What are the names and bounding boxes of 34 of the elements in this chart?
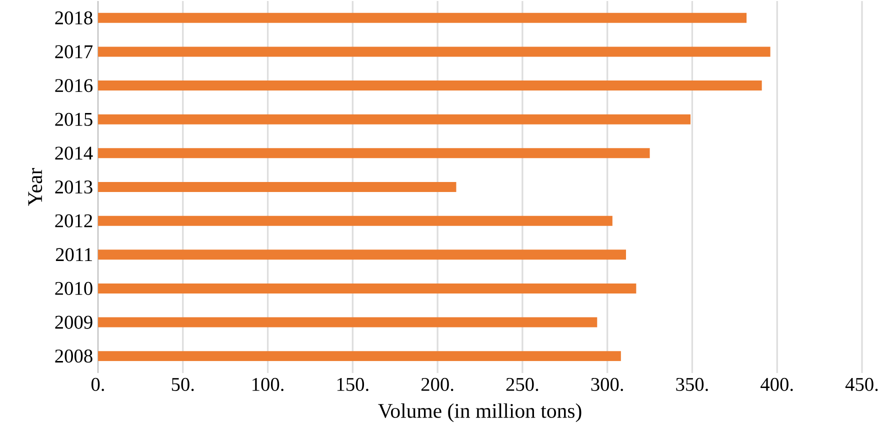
x-tick-label: 100. [252, 378, 284, 392]
bar [98, 250, 626, 260]
bar [98, 351, 621, 362]
bar [98, 12, 747, 23]
bar [98, 317, 598, 328]
x-tick-label: 0. [91, 378, 104, 392]
y-tick-label: 2012 [55, 214, 92, 228]
x-tick-label: 400. [760, 378, 793, 392]
y-tick-label: 2008 [55, 350, 92, 363]
x-tick-label: 450. [845, 378, 878, 392]
bar [98, 182, 456, 192]
y-tick-label: 2013 [55, 180, 92, 194]
x-tick-label: 200. [421, 378, 454, 392]
y-axis-title: Year [28, 168, 42, 206]
y-tick-label: 2018 [55, 11, 92, 24]
y-tick-label: 2010 [55, 282, 92, 295]
x-tick-label: 300. [591, 378, 623, 392]
y-tick-label: 2015 [55, 112, 92, 126]
y-tick-label: 2014 [55, 146, 93, 160]
x-tick-label: 350. [676, 378, 708, 392]
x-axis-title: Volume (in million tons) [378, 403, 582, 422]
bar [98, 46, 770, 57]
y-tick-label: 2016 [55, 79, 93, 92]
y-tick-label: 2009 [55, 316, 92, 329]
y-tick-label: 2011 [56, 248, 92, 262]
bar [98, 216, 612, 226]
bar [98, 80, 762, 91]
bar [98, 283, 636, 294]
x-tick-label: 150. [337, 378, 368, 392]
bar [98, 114, 691, 124]
bar [98, 148, 650, 158]
y-tick-label: 2017 [55, 45, 93, 58]
x-tick-label: 50. [172, 378, 194, 392]
x-tick-label: 250. [506, 378, 538, 392]
